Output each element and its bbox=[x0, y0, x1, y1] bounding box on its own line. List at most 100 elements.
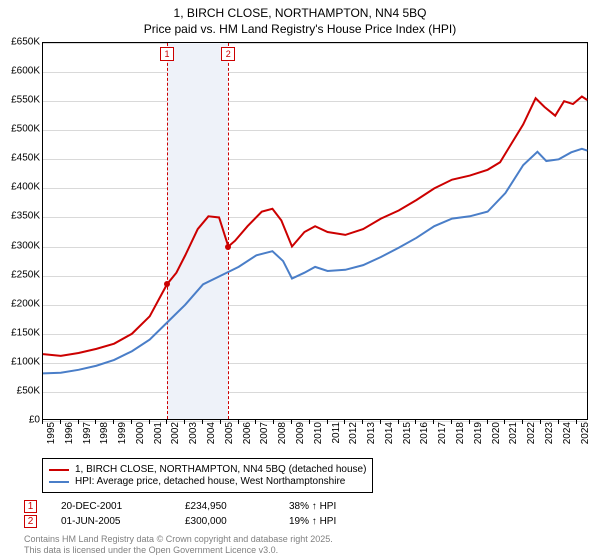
x-tick bbox=[451, 420, 452, 424]
x-axis-label: 2020 bbox=[491, 422, 502, 452]
x-axis-label: 2000 bbox=[135, 422, 146, 452]
x-tick bbox=[166, 420, 167, 424]
legend-swatch bbox=[49, 481, 69, 483]
x-axis-label: 2014 bbox=[384, 422, 395, 452]
x-tick bbox=[184, 420, 185, 424]
x-tick bbox=[415, 420, 416, 424]
chart-title-line2: Price paid vs. HM Land Registry's House … bbox=[0, 22, 600, 38]
transaction-row: 2 01-JUN-2005 £300,000 19% ↑ HPI bbox=[24, 515, 379, 528]
y-axis-label: £150K bbox=[2, 327, 40, 338]
x-axis-label: 2015 bbox=[402, 422, 413, 452]
x-tick bbox=[291, 420, 292, 424]
x-tick bbox=[309, 420, 310, 424]
x-tick bbox=[540, 420, 541, 424]
x-axis-label: 2005 bbox=[224, 422, 235, 452]
y-axis-label: £50K bbox=[2, 385, 40, 396]
x-axis-label: 2010 bbox=[313, 422, 324, 452]
x-tick bbox=[113, 420, 114, 424]
transaction-date: 20-DEC-2001 bbox=[61, 501, 161, 512]
x-tick bbox=[202, 420, 203, 424]
x-axis-label: 2016 bbox=[419, 422, 430, 452]
y-axis-label: £600K bbox=[2, 66, 40, 77]
legend: 1, BIRCH CLOSE, NORTHAMPTON, NN4 5BQ (de… bbox=[42, 458, 373, 493]
legend-row: HPI: Average price, detached house, West… bbox=[49, 476, 366, 487]
legend-swatch bbox=[49, 469, 69, 471]
y-axis-label: £100K bbox=[2, 356, 40, 367]
x-tick bbox=[380, 420, 381, 424]
x-tick bbox=[487, 420, 488, 424]
transaction-table: 1 20-DEC-2001 £234,950 38% ↑ HPI 2 01-JUN-200… bbox=[24, 498, 379, 530]
x-axis-label: 1998 bbox=[99, 422, 110, 452]
transaction-hpi: 38% ↑ HPI bbox=[289, 501, 379, 512]
chart-svg bbox=[43, 43, 589, 421]
x-axis-label: 2009 bbox=[295, 422, 306, 452]
x-tick bbox=[149, 420, 150, 424]
y-axis-label: £200K bbox=[2, 298, 40, 309]
x-tick bbox=[78, 420, 79, 424]
x-axis-label: 2007 bbox=[259, 422, 270, 452]
x-tick bbox=[504, 420, 505, 424]
legend-label: HPI: Average price, detached house, West… bbox=[75, 476, 345, 487]
x-tick bbox=[558, 420, 559, 424]
copyright-line2: This data is licensed under the Open Gov… bbox=[24, 545, 333, 556]
x-axis-label: 1995 bbox=[46, 422, 57, 452]
x-tick bbox=[398, 420, 399, 424]
x-tick bbox=[344, 420, 345, 424]
transaction-price: £234,950 bbox=[185, 501, 265, 512]
x-tick bbox=[522, 420, 523, 424]
transaction-number: 2 bbox=[24, 515, 37, 528]
x-tick bbox=[60, 420, 61, 424]
transaction-marker-label: 2 bbox=[221, 47, 235, 61]
copyright-line1: Contains HM Land Registry data © Crown c… bbox=[24, 534, 333, 545]
x-axis-label: 1996 bbox=[64, 422, 75, 452]
x-axis-label: 2011 bbox=[331, 422, 342, 452]
transaction-hpi: 19% ↑ HPI bbox=[289, 516, 379, 527]
transaction-price: £300,000 bbox=[185, 516, 265, 527]
legend-label: 1, BIRCH CLOSE, NORTHAMPTON, NN4 5BQ (de… bbox=[75, 464, 366, 475]
x-axis-label: 2003 bbox=[188, 422, 199, 452]
x-axis-label: 2025 bbox=[580, 422, 591, 452]
x-axis-label: 2002 bbox=[170, 422, 181, 452]
transaction-marker bbox=[164, 281, 170, 287]
price-chart: 12 bbox=[42, 42, 588, 420]
series-hpi bbox=[43, 149, 587, 373]
y-axis-label: £450K bbox=[2, 153, 40, 164]
transaction-marker bbox=[225, 244, 231, 250]
x-axis-label: 2006 bbox=[242, 422, 253, 452]
x-tick bbox=[433, 420, 434, 424]
x-tick bbox=[42, 420, 43, 424]
x-tick bbox=[469, 420, 470, 424]
x-axis-label: 2024 bbox=[562, 422, 573, 452]
legend-row: 1, BIRCH CLOSE, NORTHAMPTON, NN4 5BQ (de… bbox=[49, 464, 366, 475]
x-axis-label: 2001 bbox=[153, 422, 164, 452]
x-axis-label: 2019 bbox=[473, 422, 484, 452]
y-axis-label: £400K bbox=[2, 182, 40, 193]
x-axis-label: 2008 bbox=[277, 422, 288, 452]
y-axis-label: £350K bbox=[2, 211, 40, 222]
x-axis-label: 2023 bbox=[544, 422, 555, 452]
series-price_paid bbox=[43, 97, 587, 356]
x-axis-label: 2013 bbox=[366, 422, 377, 452]
x-tick bbox=[95, 420, 96, 424]
x-tick bbox=[576, 420, 577, 424]
x-axis-label: 2018 bbox=[455, 422, 466, 452]
transaction-number: 1 bbox=[24, 500, 37, 513]
y-axis-label: £650K bbox=[2, 37, 40, 48]
y-axis-label: £0 bbox=[2, 415, 40, 426]
y-axis-label: £500K bbox=[2, 124, 40, 135]
chart-title-line1: 1, BIRCH CLOSE, NORTHAMPTON, NN4 5BQ bbox=[0, 6, 600, 22]
y-axis-label: £550K bbox=[2, 95, 40, 106]
x-axis-label: 2004 bbox=[206, 422, 217, 452]
y-axis-label: £300K bbox=[2, 240, 40, 251]
transaction-marker-label: 1 bbox=[160, 47, 174, 61]
x-axis-label: 2022 bbox=[526, 422, 537, 452]
transaction-date: 01-JUN-2005 bbox=[61, 516, 161, 527]
x-axis-label: 2012 bbox=[348, 422, 359, 452]
x-tick bbox=[273, 420, 274, 424]
y-axis-label: £250K bbox=[2, 269, 40, 280]
x-axis-label: 2017 bbox=[437, 422, 448, 452]
transaction-row: 1 20-DEC-2001 £234,950 38% ↑ HPI bbox=[24, 500, 379, 513]
x-axis-label: 1999 bbox=[117, 422, 128, 452]
x-axis-label: 2021 bbox=[508, 422, 519, 452]
x-tick bbox=[238, 420, 239, 424]
